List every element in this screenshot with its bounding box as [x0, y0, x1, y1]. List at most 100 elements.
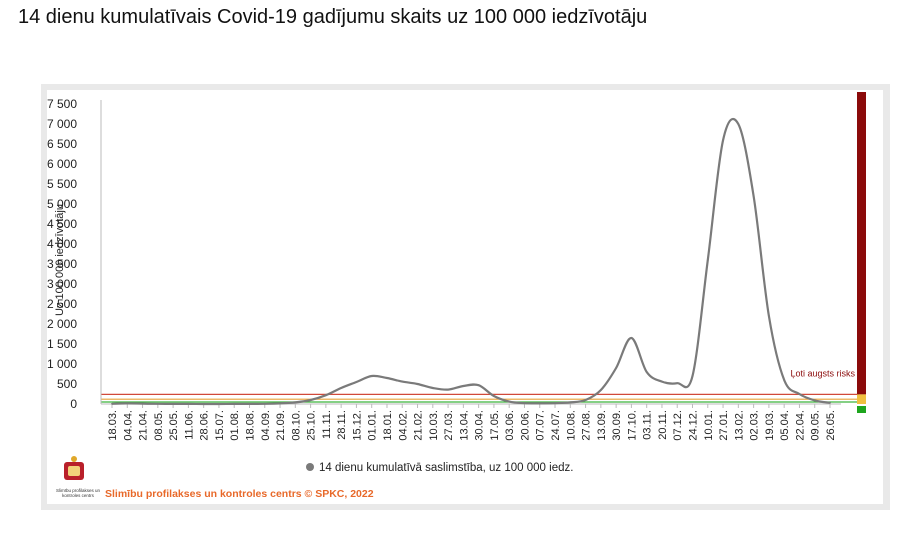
data-point — [813, 399, 816, 402]
data-point — [508, 400, 511, 403]
x-tick-label: 15.12. — [351, 410, 363, 441]
y-tick-label: 7 000 — [47, 117, 77, 131]
series-line-0 — [111, 117, 831, 406]
x-tick-label: 11.11. — [321, 410, 333, 439]
data-point — [783, 379, 786, 381]
y-axis-label: Uz 100 000 iedzīvotāju — [54, 204, 66, 316]
x-tick-label: 20.11. — [657, 410, 669, 440]
data-point — [340, 387, 343, 389]
data-point — [630, 337, 633, 339]
x-tick-label: 11.06. — [183, 410, 195, 440]
data-point — [355, 381, 358, 383]
x-tick-label: 25.05. — [168, 410, 180, 441]
x-tick-label: 13.02. — [733, 410, 745, 441]
data-point — [218, 403, 220, 405]
y-tick-label: 4 500 — [47, 217, 77, 231]
x-tick-label: 19.03. — [764, 410, 776, 441]
x-tick-label: 10.03. — [428, 410, 440, 441]
data-point — [599, 389, 602, 391]
risk-bar — [857, 92, 866, 413]
spkc-logo — [64, 456, 84, 480]
x-tick-label: 10.08. — [565, 410, 577, 441]
data-point — [202, 403, 205, 405]
x-tick-label: 10.01. — [703, 410, 715, 441]
x-tick-label: 04.04. — [122, 410, 134, 441]
x-tick-label: 03.06. — [504, 410, 516, 441]
y-tick-label: 1 500 — [47, 337, 77, 351]
y-tick-label: 3 500 — [47, 257, 77, 271]
threshold-lines — [101, 393, 859, 403]
x-tick-label: 20.06. — [519, 410, 531, 441]
x-tick-label: 21.09. — [275, 410, 287, 441]
data-point — [401, 380, 404, 383]
data-point — [569, 401, 572, 404]
y-tick-label: 2 000 — [47, 317, 77, 331]
data-point — [798, 393, 801, 395]
legend[interactable]: 14 dienu kumulatīvā saslimstība, uz 100 … — [306, 462, 573, 474]
x-tick-label: 17.05. — [489, 410, 501, 441]
data-point — [156, 402, 159, 405]
y-tick-label: 6 500 — [47, 137, 77, 151]
data-point — [294, 401, 297, 404]
x-tick-label: 21.04. — [138, 410, 150, 441]
y-axis-ticks: 0 500 1 000 1 500 2 000 2 500 3 000 3 500 4 000 4… — [47, 97, 77, 411]
data-point — [386, 377, 388, 379]
x-tick-label: 03.11. — [642, 410, 654, 440]
x-tick-label: 18.01. — [382, 410, 394, 441]
x-tick-label: 24.12. — [688, 410, 700, 441]
x-tick-label: 28.06. — [199, 410, 211, 441]
data-point — [416, 383, 419, 385]
y-tick-label: 1 000 — [47, 357, 77, 371]
legend-entry: 14 dienu kumulatīvā saslimstība, uz 100 … — [319, 462, 573, 474]
page-title: 14 dienu kumulatīvais Covid-19 gadījumu … — [18, 6, 648, 28]
y-tick-label: 6 000 — [47, 157, 77, 171]
y-tick-label: 5 500 — [47, 177, 77, 191]
data-point — [126, 402, 129, 405]
data-point — [615, 367, 618, 369]
risk-bar-low — [857, 406, 866, 413]
data-point — [233, 403, 236, 405]
legend-marker — [306, 463, 314, 471]
x-tick-label: 17.10. — [626, 410, 638, 441]
data-point — [462, 385, 465, 387]
y-tick-label: 7 500 — [47, 97, 77, 111]
x-tick-label: 25.10. — [306, 410, 318, 441]
x-tick-label: 27.01. — [718, 410, 730, 441]
data-point — [706, 259, 709, 261]
risk-label: Ļoti augsts risks — [790, 368, 855, 378]
x-tick-label: 24.07. — [550, 410, 562, 441]
x-tick-label: 09.05. — [810, 410, 822, 441]
data-point — [477, 384, 480, 387]
x-tick-label: 21.02. — [413, 410, 425, 441]
data-point — [661, 380, 663, 383]
x-tick-label: 13.09. — [596, 410, 608, 441]
y-tick-label: 500 — [57, 377, 77, 391]
data-point — [752, 195, 755, 197]
data-point — [263, 402, 266, 405]
data-point — [172, 402, 175, 405]
data-point — [645, 371, 648, 373]
x-tick-label: 05.04. — [779, 410, 791, 441]
data-point — [554, 402, 556, 405]
x-tick-label: 01.08. — [229, 410, 241, 441]
x-tick-label: 01.01. — [367, 410, 379, 441]
x-tick-label: 04.02. — [397, 410, 409, 441]
x-tick-label: 18.08. — [244, 410, 256, 441]
logo-caption: Slimību profilakses un kontroles centrs — [55, 488, 101, 498]
chart-card: 0 500 1 000 1 500 2 000 2 500 3 000 3 500 4 000 4… — [47, 90, 883, 504]
y-tick-label: 5 000 — [47, 197, 77, 211]
data-point — [493, 395, 495, 397]
x-tick-label: 27.03. — [443, 410, 455, 441]
x-tick-label: 18.03. — [107, 410, 119, 441]
x-tick-label: 02.03. — [749, 410, 761, 441]
series-group — [111, 117, 831, 406]
x-tick-label: 28.11. — [336, 410, 348, 440]
data-point — [141, 402, 144, 405]
x-tick-label: 15.07. — [214, 410, 226, 441]
x-tick-label: 07.07. — [535, 410, 547, 441]
logo-inner — [68, 466, 80, 476]
x-tick-label: 22.04. — [794, 410, 806, 441]
line-chart: 0 500 1 000 1 500 2 000 2 500 3 000 3 500 4 000 4… — [47, 92, 866, 480]
data-point — [737, 123, 740, 125]
x-tick-label: 30.09. — [611, 410, 623, 441]
